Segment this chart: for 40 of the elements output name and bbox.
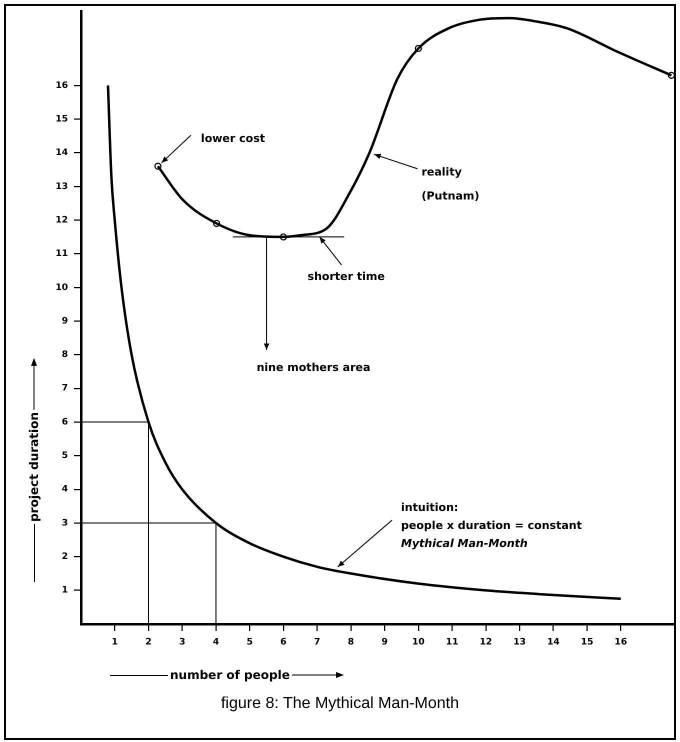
x-tick-label: 6 [280,638,287,648]
annotation: nine mothers area [256,360,370,374]
y-tick-label: 16 [55,80,68,91]
y-tick-label: 13 [55,182,68,192]
y-tick-label: 1 [62,586,68,596]
y-tick-label: 5 [62,451,68,462]
y-tick-label: 14 [55,148,68,158]
x-tick-label: 2 [145,638,152,648]
x-tick-label: 9 [382,638,388,648]
y-axis-title: project duration [27,412,41,522]
x-tick-label: 7 [314,638,320,648]
x-tick-label: 1 [112,638,118,648]
x-tick-label: 5 [246,638,253,648]
x-tick-label: 12 [480,638,492,648]
annotation: reality (Putnam) [421,166,480,203]
y-tick-label: 3 [62,518,68,528]
x-tick-label: 11 [446,638,458,648]
y-tick-label: 11 [55,249,68,260]
x-tick-label: 3 [179,638,186,648]
x-axis-title: number of people [170,668,290,682]
annotation: intuition: people x duration = constant Mythical Man-Month [401,501,582,550]
annotation: shorter time [308,270,385,283]
y-tick-label: 8 [62,350,68,360]
y-tick-label: 9 [62,316,68,326]
y-tick-label: 10 [55,282,68,293]
x-tick-label: 14 [547,638,560,648]
x-tick-label: 4 [212,638,220,648]
y-tick-label: 4 [62,484,68,495]
y-tick-label: 2 [62,552,68,562]
y-tick-label: 6 [62,417,68,428]
y-tick-label: 12 [55,215,68,226]
annotation: lower cost [200,132,266,146]
text: figure 8: The Mythical Man-Month [220,695,460,713]
x-tick-label: 16 [614,638,628,648]
x-tick-label: 15 [580,638,594,648]
x-tick-label: 8 [348,638,354,648]
y-tick-label: 15 [55,114,68,124]
x-tick-label: 13 [513,638,526,648]
y-tick-label: 7 [62,384,68,394]
x-tick-label: 10 [412,638,425,648]
